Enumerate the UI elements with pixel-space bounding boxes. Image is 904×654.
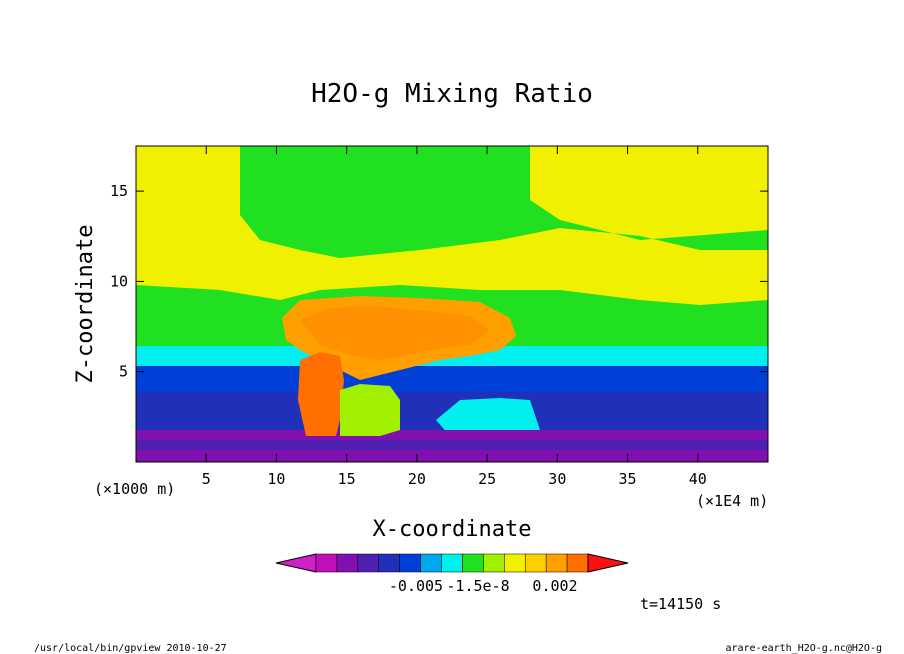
- colorbar-cell: [378, 553, 400, 573]
- field-blue-band: [136, 366, 768, 396]
- x-axis-label: X-coordinate: [373, 517, 532, 542]
- plot-frame: [135, 145, 769, 463]
- field-violet-band: [136, 440, 768, 452]
- colorbar-cell: [399, 553, 421, 573]
- y-tick-label: 5: [119, 363, 128, 381]
- contour-field: [136, 146, 768, 462]
- colorbar-cell: [420, 553, 442, 573]
- colorbar-cell: [315, 553, 338, 573]
- colorbar-cell: [483, 553, 505, 573]
- colorbar-cell: [504, 553, 526, 573]
- x-tick-label: 25: [478, 470, 496, 488]
- x-unit-left: (×1000 m): [94, 480, 175, 498]
- colorbar-cell: [462, 553, 484, 573]
- colorbar-cell: [336, 553, 359, 573]
- colorbar: -0.005 -1.5e-8 0.002: [275, 553, 629, 595]
- colorbar-cell: [524, 553, 547, 573]
- field-purple-ground: [136, 450, 768, 462]
- plot-area: 5 10 15 20 25 30 35 40 5 10 15: [110, 145, 769, 488]
- field-purple-band: [136, 430, 768, 442]
- colorbar-tick-label: -0.005: [389, 577, 443, 595]
- x-unit-right: (×1E4 m): [696, 492, 768, 510]
- colorbar-tick-label: 0.002: [532, 577, 577, 595]
- x-tick-label: 5: [202, 470, 211, 488]
- x-tick-label: 10: [267, 470, 285, 488]
- y-tick-label: 10: [110, 272, 128, 290]
- x-tick-label: 30: [548, 470, 566, 488]
- y-ticks: 5 10 15: [110, 182, 768, 381]
- field-green-upper: [240, 146, 768, 258]
- time-label: t=14150 s: [640, 595, 721, 613]
- colorbar-left-arrow: [275, 553, 317, 573]
- y-tick-label: 15: [110, 182, 128, 200]
- field-green-mixed: [340, 384, 400, 436]
- colorbar-cell: [357, 553, 380, 573]
- chart-title: H2O-g Mixing Ratio: [311, 79, 593, 109]
- colorbar-cell: [441, 553, 463, 573]
- x-tick-label: 35: [619, 470, 637, 488]
- field-cyan-patch: [436, 398, 540, 436]
- footer-left: /usr/local/bin/gpview 2010-10-27: [34, 643, 227, 654]
- x-tick-label: 40: [689, 470, 707, 488]
- field-red-core: [298, 352, 344, 436]
- x-tick-label: 20: [408, 470, 426, 488]
- colorbar-right-arrow: [587, 553, 629, 573]
- colorbar-cell: [566, 553, 589, 573]
- y-axis-label: Z-coordinate: [73, 225, 98, 384]
- colorbar-tick-label: -1.5e-8: [446, 577, 509, 595]
- x-tick-label: 15: [338, 470, 356, 488]
- colorbar-cell: [545, 553, 568, 573]
- x-ticks: 5 10 15 20 25 30 35 40: [202, 146, 707, 488]
- field-orange-core: [300, 306, 490, 360]
- footer-right: arare-earth_H2O-g.nc@H2O-g: [725, 643, 882, 654]
